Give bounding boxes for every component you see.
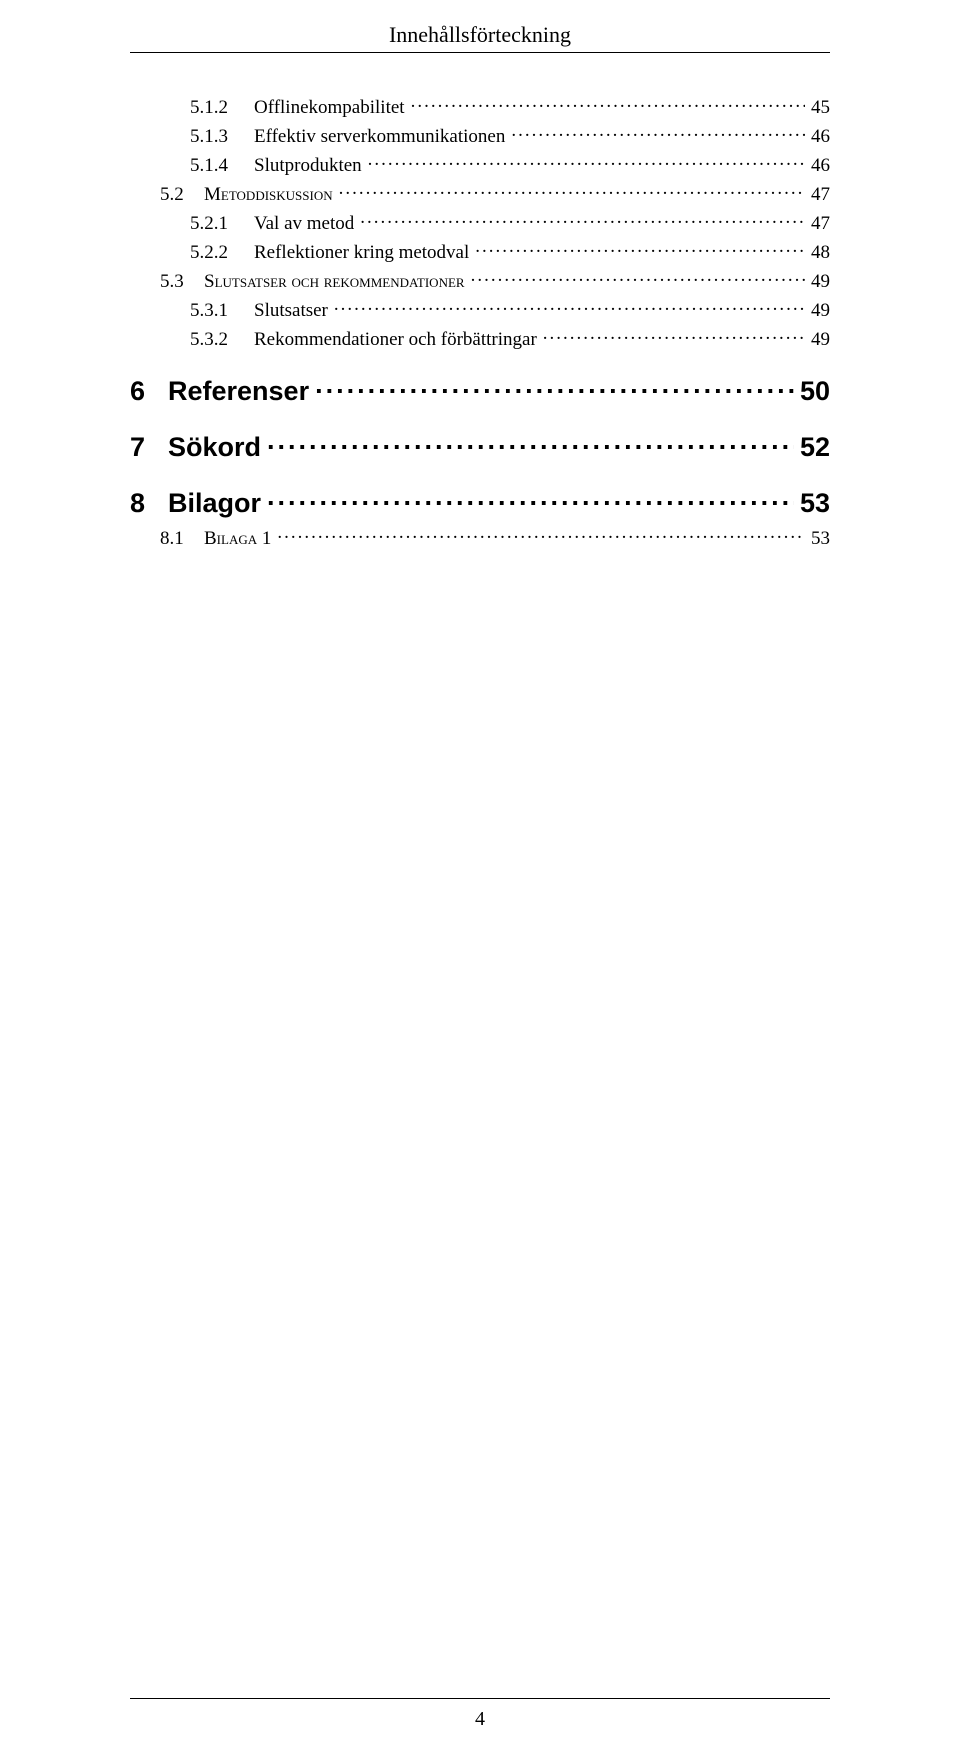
toc-number: 5.3.2 xyxy=(190,329,250,351)
toc-label: Slutsatser xyxy=(250,300,328,322)
toc-label: Reflektioner kring metodval xyxy=(250,242,469,264)
toc-row: 7Sökord 52 xyxy=(130,429,830,463)
footer-rule xyxy=(130,1698,830,1699)
toc-page: 50 xyxy=(800,376,830,407)
toc-label: Referenser xyxy=(164,376,309,407)
toc-label: Sökord xyxy=(164,432,261,463)
toc-number: 5.3 xyxy=(160,271,200,293)
page-number: 4 xyxy=(0,1708,960,1731)
toc-number: 5.2.1 xyxy=(190,213,250,235)
toc-label: Effektiv serverkommunikationen xyxy=(250,126,505,148)
toc-page: 46 xyxy=(811,155,830,177)
toc-row: 5.3Slutsatser och rekommendationer 49 xyxy=(160,268,830,293)
toc-page: 49 xyxy=(811,300,830,322)
toc-leader xyxy=(411,94,805,113)
toc-number: 5.1.4 xyxy=(190,155,250,177)
toc-row: 6Referenser 50 xyxy=(130,373,830,407)
toc-number: 6 xyxy=(130,376,164,407)
header-title: Innehållsförteckning xyxy=(0,22,960,48)
toc-number: 5.3.1 xyxy=(190,300,250,322)
toc-page: 53 xyxy=(800,488,830,519)
toc-label: Bilagor xyxy=(164,488,261,519)
toc-leader xyxy=(471,268,805,287)
toc-row: 5.2Metoddiskussion 47 xyxy=(160,181,830,206)
toc-row: 5.3.1Slutsatser 49 xyxy=(190,297,830,322)
toc-row: 8Bilagor 53 xyxy=(130,485,830,519)
page: Innehållsförteckning 5.1.2Offlinekompabi… xyxy=(0,0,960,1749)
toc-page: 45 xyxy=(811,97,830,119)
toc-label: Slutprodukten xyxy=(250,155,362,177)
toc-row: 5.1.2Offlinekompabilitet 45 xyxy=(190,94,830,119)
toc-leader xyxy=(277,525,805,544)
toc-leader xyxy=(334,297,805,316)
toc-row: 8.1Bilaga 1 53 xyxy=(160,525,830,550)
toc-leader xyxy=(339,181,805,200)
toc-label: Slutsatser och rekommendationer xyxy=(200,271,465,293)
toc-row: 5.3.2Rekommendationer och förbättringar 4… xyxy=(190,326,830,351)
toc-page: 46 xyxy=(811,126,830,148)
toc-label: Metoddiskussion xyxy=(200,184,333,206)
toc-page: 47 xyxy=(811,184,830,206)
toc-leader xyxy=(315,373,794,400)
toc-leader xyxy=(267,485,794,512)
toc-leader xyxy=(475,239,805,258)
toc-leader xyxy=(368,152,805,171)
toc-row: 5.2.2Reflektioner kring metodval 48 xyxy=(190,239,830,264)
toc-page: 52 xyxy=(800,432,830,463)
toc-number: 5.2 xyxy=(160,184,200,206)
header-rule xyxy=(130,52,830,53)
toc-page: 53 xyxy=(811,528,830,550)
toc-row: 5.2.1Val av metod 47 xyxy=(190,210,830,235)
toc-number: 7 xyxy=(130,432,164,463)
toc-row: 5.1.3Effektiv serverkommunikationen 46 xyxy=(190,123,830,148)
toc-label: Rekommendationer och förbättringar xyxy=(250,329,537,351)
toc-leader xyxy=(511,123,805,142)
toc: 5.1.2Offlinekompabilitet 45 5.1.3Effektiv … xyxy=(130,94,830,554)
toc-page: 48 xyxy=(811,242,830,264)
toc-number: 5.2.2 xyxy=(190,242,250,264)
toc-leader xyxy=(267,429,794,456)
toc-number: 8 xyxy=(130,488,164,519)
toc-page: 49 xyxy=(811,329,830,351)
toc-label: Offlinekompabilitet xyxy=(250,97,405,119)
toc-row: 5.1.4Slutprodukten 46 xyxy=(190,152,830,177)
toc-number: 8.1 xyxy=(160,528,200,550)
toc-page: 49 xyxy=(811,271,830,293)
toc-label: Val av metod xyxy=(250,213,354,235)
toc-label: Bilaga 1 xyxy=(200,528,271,550)
toc-leader xyxy=(360,210,805,229)
toc-leader xyxy=(543,326,805,345)
toc-page: 47 xyxy=(811,213,830,235)
toc-number: 5.1.3 xyxy=(190,126,250,148)
toc-number: 5.1.2 xyxy=(190,97,250,119)
